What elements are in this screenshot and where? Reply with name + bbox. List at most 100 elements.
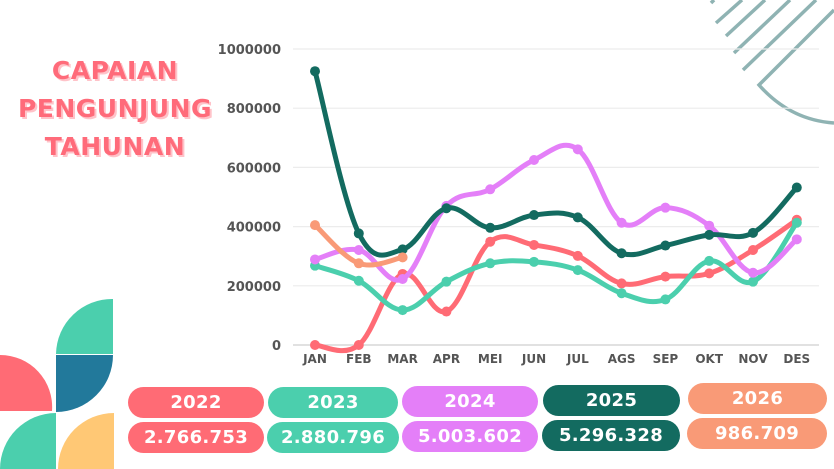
chart-title: CAPAIAN PENGUNJUNG TAHUNAN	[0, 52, 230, 166]
data-point-2022-MEI	[485, 236, 496, 247]
data-point-2025-MEI	[485, 222, 496, 233]
data-point-2026-JAN	[310, 220, 320, 231]
data-point-2022-JAN	[310, 340, 320, 350]
data-point-2024-JUN	[529, 155, 539, 165]
title-line-1: CAPAIAN	[51, 56, 179, 85]
data-point-2024-AGS	[616, 217, 627, 228]
data-point-2024-MEI	[485, 184, 496, 195]
x-tick-label: MEI	[478, 352, 503, 366]
data-point-2023-OKT	[704, 255, 715, 266]
y-tick-label: 0	[272, 339, 281, 354]
series-2023	[310, 217, 802, 316]
data-point-2023-FEB	[353, 275, 364, 286]
data-point-2024-MAR	[397, 273, 408, 284]
x-tick-label: APR	[433, 352, 460, 366]
decorative-stripes-icon	[709, 0, 834, 125]
data-point-2023-SEP	[660, 294, 671, 305]
x-tick-label: FEB	[346, 352, 372, 366]
x-tick-label: OKT	[695, 352, 724, 366]
y-tick-label: 800000	[227, 102, 281, 117]
stripe-curve	[756, 8, 834, 125]
y-tick-label: 200000	[227, 280, 281, 295]
data-point-2025-JUL	[572, 212, 583, 223]
data-point-2023-MEI	[485, 258, 496, 269]
data-point-2024-JUL	[572, 144, 583, 155]
legend-total-2022: 2.766.753	[128, 422, 264, 453]
series-line-2025	[312, 68, 800, 258]
stripe-line	[724, 0, 767, 38]
gridlines	[293, 48, 819, 346]
data-point-2024-NOV	[748, 267, 758, 278]
data-point-2023-JUL	[572, 265, 583, 276]
data-point-2024-FEB	[353, 244, 364, 255]
y-tick-label: 400000	[227, 221, 281, 236]
data-point-2025-JAN	[310, 66, 320, 77]
petal-yellow	[58, 413, 114, 469]
line-chart: 0 200000 400000 600000 800000 1000000 JAN FEB M…	[218, 43, 819, 366]
series-2026	[310, 220, 408, 269]
data-point-2025-DES	[791, 182, 802, 193]
data-point-2024-SEP	[660, 202, 671, 213]
legend-year-2026: 2026	[688, 383, 827, 414]
legend-year-2022: 2022	[128, 387, 264, 418]
legend-year-2024: 2024	[402, 386, 538, 417]
x-tick-label: JUN	[521, 352, 546, 366]
data-point-2026-MAR	[397, 252, 408, 263]
data-point-2025-OKT	[704, 229, 715, 240]
data-point-2024-JAN	[310, 254, 320, 265]
x-tick-label: SEP	[653, 352, 679, 366]
data-point-2022-NOV	[748, 244, 758, 255]
x-tick-label: MAR	[387, 352, 417, 366]
legend-total-2026: 986.709	[687, 418, 827, 449]
x-tick-label: DES	[783, 352, 810, 366]
data-point-2025-SEP	[660, 240, 671, 251]
y-tick-label: 1000000	[218, 43, 281, 58]
x-tick-label: JUL	[566, 352, 589, 366]
data-point-2025-APR	[441, 203, 452, 214]
data-point-2026-FEB	[353, 258, 364, 269]
data-point-2022-SEP	[660, 271, 671, 282]
y-tick-label: 600000	[227, 161, 281, 176]
x-axis-ticks: JAN FEB MAR APR MEI JUN JUL AGS SEP OKT NOV DES	[302, 352, 810, 366]
x-tick-label: AGS	[608, 352, 636, 366]
data-point-2023-DES	[791, 217, 802, 228]
petal-teal-bottom	[0, 413, 56, 469]
data-point-2023-APR	[441, 276, 452, 287]
legend-total-2023: 2.880.796	[267, 422, 399, 453]
data-point-2024-OKT	[704, 220, 715, 231]
data-point-2025-NOV	[748, 227, 758, 238]
data-point-2023-JUN	[529, 256, 539, 267]
stripe-line	[709, 0, 716, 5]
stripe-lines	[709, 0, 834, 125]
data-point-2022-AGS	[616, 278, 627, 289]
data-point-2023-NOV	[748, 276, 758, 287]
data-point-2022-APR	[441, 306, 452, 317]
legend-total-2024: 5.003.602	[402, 421, 538, 452]
petal-blue	[56, 355, 113, 412]
title-line-2: PENGUNJUNG	[17, 94, 213, 123]
data-point-2022-JUN	[529, 239, 539, 250]
petal-teal-top	[56, 298, 113, 354]
x-tick-label: JAN	[302, 352, 327, 366]
petal-decoration-icon	[0, 298, 114, 469]
x-tick-label: NOV	[738, 352, 768, 366]
legend-year-2023: 2023	[268, 387, 398, 418]
data-point-2025-JUN	[529, 210, 539, 221]
legend-year-2025: 2025	[543, 385, 680, 416]
data-point-2023-AGS	[616, 288, 627, 299]
data-point-2022-FEB	[353, 340, 364, 350]
series-2025	[310, 66, 802, 259]
data-point-2025-MAR	[397, 244, 408, 255]
y-axis-ticks: 0 200000 400000 600000 800000 1000000	[218, 43, 281, 354]
title-line-3: TAHUNAN	[44, 132, 186, 161]
stripe-line	[741, 0, 818, 72]
data-point-2022-OKT	[704, 268, 715, 279]
legend-total-2025: 5.296.328	[542, 420, 680, 451]
data-point-2023-MAR	[397, 305, 408, 316]
data-point-2022-JUL	[572, 250, 583, 261]
stripe-line	[714, 0, 744, 25]
data-point-2025-FEB	[353, 228, 364, 239]
series-lines	[310, 66, 802, 354]
data-point-2025-AGS	[616, 248, 627, 259]
petal-red	[0, 354, 53, 411]
